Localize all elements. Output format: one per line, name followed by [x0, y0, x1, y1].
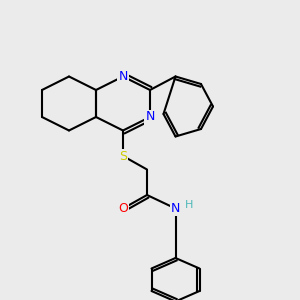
- Text: S: S: [119, 149, 127, 163]
- Text: N: N: [171, 202, 180, 215]
- Text: N: N: [118, 70, 128, 83]
- Text: O: O: [118, 202, 128, 215]
- Text: N: N: [145, 110, 155, 124]
- Text: H: H: [185, 200, 193, 210]
